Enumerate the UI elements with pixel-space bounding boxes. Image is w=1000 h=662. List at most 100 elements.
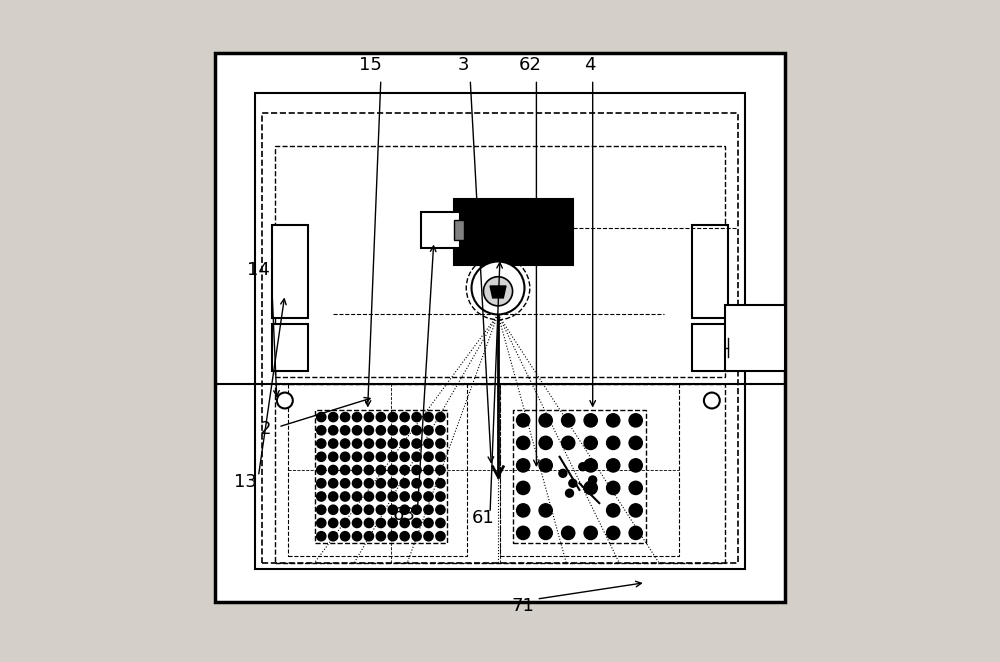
Bar: [288, 384, 467, 556]
Circle shape: [629, 526, 642, 540]
Bar: [272, 324, 308, 371]
Circle shape: [436, 412, 445, 422]
Circle shape: [539, 459, 552, 472]
Circle shape: [559, 469, 567, 477]
Polygon shape: [490, 286, 506, 298]
Circle shape: [483, 277, 513, 306]
Circle shape: [376, 452, 385, 461]
Circle shape: [364, 492, 374, 501]
Bar: [275, 146, 725, 377]
Circle shape: [329, 479, 338, 488]
Circle shape: [436, 479, 445, 488]
Text: 2: 2: [259, 420, 271, 438]
Circle shape: [584, 481, 597, 495]
Circle shape: [364, 412, 374, 422]
Circle shape: [340, 465, 350, 475]
Circle shape: [607, 436, 620, 449]
Circle shape: [412, 412, 421, 422]
Circle shape: [424, 492, 433, 501]
Bar: [513, 410, 646, 543]
Circle shape: [388, 412, 397, 422]
Circle shape: [364, 426, 374, 435]
Bar: [454, 220, 464, 240]
Circle shape: [400, 439, 409, 448]
Circle shape: [388, 532, 397, 541]
Circle shape: [562, 436, 575, 449]
Circle shape: [376, 532, 385, 541]
Circle shape: [517, 459, 530, 472]
Circle shape: [607, 414, 620, 427]
Circle shape: [352, 465, 362, 475]
Circle shape: [376, 505, 385, 514]
Circle shape: [352, 426, 362, 435]
Circle shape: [364, 452, 374, 461]
Circle shape: [352, 452, 362, 461]
Circle shape: [424, 479, 433, 488]
Circle shape: [412, 426, 421, 435]
Circle shape: [364, 532, 374, 541]
Circle shape: [629, 481, 642, 495]
Circle shape: [400, 532, 409, 541]
Circle shape: [317, 412, 326, 422]
Circle shape: [317, 492, 326, 501]
Circle shape: [388, 426, 397, 435]
Circle shape: [364, 518, 374, 528]
Circle shape: [317, 465, 326, 475]
Text: 61: 61: [472, 509, 495, 527]
Circle shape: [376, 465, 385, 475]
Circle shape: [607, 526, 620, 540]
Circle shape: [629, 459, 642, 472]
Circle shape: [607, 504, 620, 517]
FancyBboxPatch shape: [149, 0, 851, 662]
Text: 15: 15: [359, 56, 382, 73]
Circle shape: [329, 518, 338, 528]
Bar: [215, 53, 785, 602]
Circle shape: [589, 476, 597, 484]
Circle shape: [517, 504, 530, 517]
Circle shape: [352, 492, 362, 501]
Circle shape: [436, 518, 445, 528]
Circle shape: [317, 479, 326, 488]
Circle shape: [400, 412, 409, 422]
Bar: [262, 113, 738, 563]
Circle shape: [629, 414, 642, 427]
Circle shape: [317, 439, 326, 448]
Circle shape: [388, 452, 397, 461]
Bar: [692, 324, 728, 371]
Circle shape: [584, 526, 597, 540]
Circle shape: [376, 426, 385, 435]
Text: 62: 62: [518, 56, 541, 73]
Circle shape: [424, 518, 433, 528]
Circle shape: [352, 412, 362, 422]
Circle shape: [340, 518, 350, 528]
Bar: [421, 212, 460, 248]
Circle shape: [539, 526, 552, 540]
Text: 71: 71: [512, 596, 535, 615]
Circle shape: [329, 412, 338, 422]
Circle shape: [364, 465, 374, 475]
Circle shape: [329, 505, 338, 514]
Circle shape: [340, 479, 350, 488]
Circle shape: [352, 505, 362, 514]
Circle shape: [364, 505, 374, 514]
Circle shape: [340, 412, 350, 422]
Circle shape: [388, 439, 397, 448]
Circle shape: [400, 505, 409, 514]
Circle shape: [277, 393, 293, 408]
Circle shape: [340, 426, 350, 435]
Circle shape: [539, 414, 552, 427]
Circle shape: [376, 518, 385, 528]
Circle shape: [562, 526, 575, 540]
Bar: [692, 225, 728, 318]
Circle shape: [340, 452, 350, 461]
Bar: [255, 93, 745, 569]
Circle shape: [388, 505, 397, 514]
Circle shape: [704, 393, 720, 408]
Circle shape: [400, 465, 409, 475]
Circle shape: [412, 465, 421, 475]
Circle shape: [517, 526, 530, 540]
Circle shape: [472, 261, 524, 314]
Circle shape: [436, 532, 445, 541]
Circle shape: [412, 479, 421, 488]
Circle shape: [340, 532, 350, 541]
